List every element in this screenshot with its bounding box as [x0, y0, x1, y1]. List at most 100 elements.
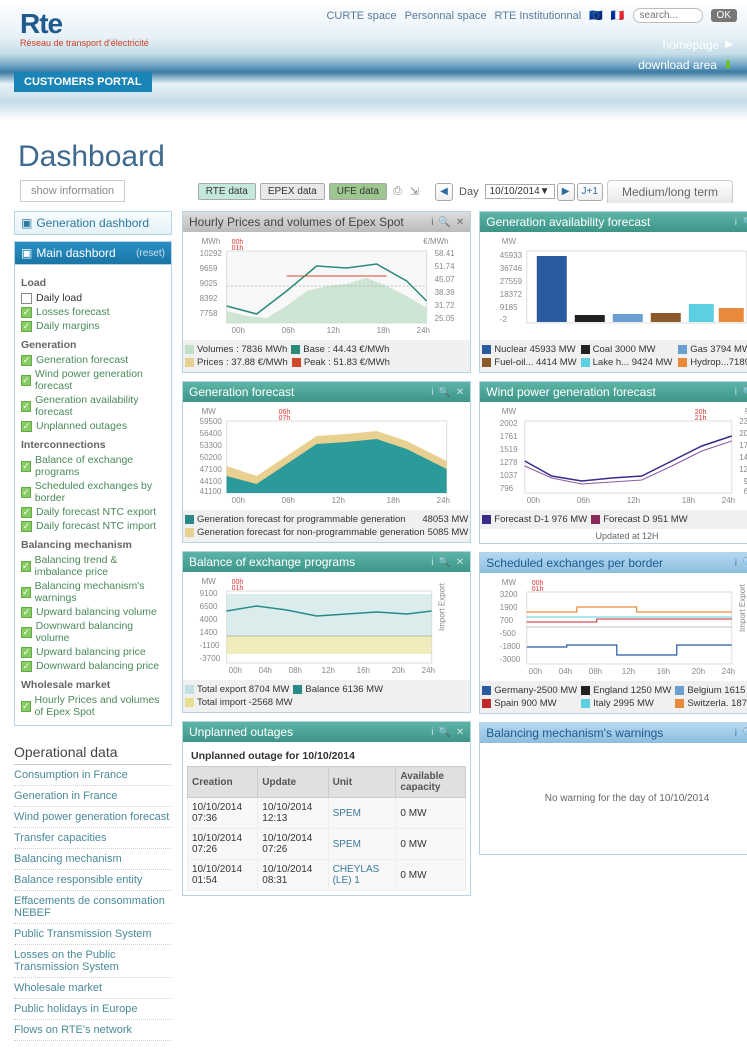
info-icon[interactable]: i — [735, 217, 737, 228]
table-header[interactable]: Available capacity — [396, 767, 466, 798]
logo[interactable]: Rte Réseau de transport d'électricité — [20, 8, 149, 48]
customers-portal-badge[interactable]: CUSTOMERS PORTAL — [14, 72, 152, 92]
info-icon[interactable]: i — [431, 387, 433, 398]
sidebar-item[interactable]: ✓Upward balancing volume — [21, 605, 165, 619]
operational-data-link[interactable]: Transfer capacities — [14, 828, 172, 849]
operational-data-link[interactable]: Effacements de consommation NEBEF — [14, 891, 172, 924]
sidebar-item[interactable]: ✓Daily margins — [21, 319, 165, 333]
reset-button[interactable]: (reset) — [136, 248, 165, 259]
operational-data-link[interactable]: Generation in France — [14, 786, 172, 807]
medium-long-term-tab[interactable]: Medium/long term — [607, 180, 733, 203]
print-icon[interactable]: ⎙ — [391, 185, 404, 198]
search-input[interactable] — [633, 8, 703, 23]
sidebar-item[interactable]: ✓Downward balancing price — [21, 659, 165, 673]
operational-data-link[interactable]: Wind power generation forecast — [14, 807, 172, 828]
svg-text:8392: 8392 — [200, 294, 218, 303]
zoom-icon[interactable]: 🔍 — [742, 387, 747, 398]
svg-text:45.07: 45.07 — [435, 275, 456, 284]
svg-text:06h: 06h — [577, 496, 590, 505]
svg-text:24h: 24h — [722, 496, 735, 505]
sidebar-item[interactable]: ✓Balancing mechanism's warnings — [21, 579, 165, 605]
legend-item: Balance 6136 MW — [293, 684, 383, 695]
zoom-icon[interactable]: 🔍 — [438, 217, 450, 228]
show-information-button[interactable]: show information — [20, 180, 125, 202]
rte-data-pill[interactable]: RTE data — [198, 183, 256, 200]
nav-personal[interactable]: Personnal space — [405, 10, 487, 22]
sidebar-item[interactable]: ✓Hourly Prices and volumes of Epex Spot — [21, 693, 165, 719]
sidebar-item[interactable]: ✓Scheduled exchanges by border — [21, 479, 165, 505]
zoom-icon[interactable]: 🔍 — [438, 387, 450, 398]
zoom-icon[interactable]: 🔍 — [742, 217, 747, 228]
sidebar-item[interactable]: ✓Balance of exchange programs — [21, 453, 165, 479]
date-select[interactable]: 10/10/2014 ▼ — [485, 184, 555, 199]
flag-eu-icon[interactable]: 🇪🇺 — [589, 9, 603, 22]
operational-data-link[interactable]: Balance responsible entity — [14, 870, 172, 891]
table-row[interactable]: 10/10/2014 01:5410/10/2014 08:31CHEYLAS … — [188, 860, 466, 891]
flag-fr-icon[interactable]: 🇫🇷 — [611, 9, 625, 22]
table-header[interactable]: Unit — [328, 767, 396, 798]
legend-item: Switzerla. 1876 MW — [675, 698, 747, 709]
nav-curte[interactable]: CURTE space — [326, 10, 396, 22]
arrow-down-icon: ⬇ — [723, 55, 733, 75]
sidebar-item[interactable]: ✓Daily forecast NTC import — [21, 519, 165, 533]
svg-text:18h: 18h — [377, 326, 390, 335]
operational-data-link[interactable]: Balancing mechanism — [14, 849, 172, 870]
table-row[interactable]: 10/10/2014 07:3610/10/2014 12:13SPEM0 MW — [188, 798, 466, 829]
operational-data-link[interactable]: Wholesale market — [14, 978, 172, 999]
sidebar-item[interactable]: ✓Upward balancing price — [21, 645, 165, 659]
info-icon[interactable]: i — [431, 727, 433, 738]
operational-data-link[interactable]: Flows on RTE's network — [14, 1020, 172, 1041]
operational-data-link[interactable]: Public Transmission System — [14, 924, 172, 945]
zoom-icon[interactable]: 🔍 — [742, 728, 747, 739]
sidebar-item[interactable]: Daily load — [21, 291, 165, 305]
ufe-data-pill[interactable]: UFE data — [329, 183, 387, 200]
zoom-icon[interactable]: 🔍 — [742, 558, 747, 569]
search-ok-button[interactable]: OK — [711, 9, 737, 22]
main-dashboard-header[interactable]: ▣ Main dashbord (reset) — [14, 241, 172, 265]
sidebar-item[interactable]: ✓Generation availability forecast — [21, 393, 165, 419]
info-icon[interactable]: i — [431, 217, 433, 228]
legend-item: Volumes : 7836 MWh — [185, 344, 287, 355]
info-icon[interactable]: i — [735, 558, 737, 569]
legend-item: Generation forecast for non-programmable… — [185, 527, 468, 538]
svg-text:00h: 00h — [232, 496, 245, 505]
svg-text:700: 700 — [500, 616, 514, 625]
operational-data-link[interactable]: Consumption in France — [14, 765, 172, 786]
homepage-link[interactable]: homepage — [663, 35, 720, 55]
table-header[interactable]: Update — [258, 767, 328, 798]
close-icon[interactable]: ✕ — [456, 557, 464, 568]
prev-day-button[interactable]: ◀ — [435, 183, 453, 201]
zoom-icon[interactable]: 🔍 — [438, 727, 450, 738]
info-icon[interactable]: i — [735, 387, 737, 398]
close-icon[interactable]: ✕ — [456, 387, 464, 398]
nav-institutional[interactable]: RTE Institutionnal — [495, 10, 582, 22]
table-header[interactable]: Creation — [188, 767, 258, 798]
j1-button[interactable]: J+1 — [577, 183, 603, 201]
export-icon[interactable]: ⇲ — [408, 185, 421, 198]
sidebar-item[interactable]: ✓Unplanned outages — [21, 419, 165, 433]
close-icon[interactable]: ✕ — [456, 217, 464, 228]
zoom-icon[interactable]: 🔍 — [438, 557, 450, 568]
next-day-button[interactable]: ▶ — [557, 183, 575, 201]
checkbox-icon: ✓ — [21, 461, 31, 472]
svg-text:1037: 1037 — [500, 471, 518, 480]
sidebar-item[interactable]: ✓Downward balancing volume — [21, 619, 165, 645]
checkbox-icon: ✓ — [21, 561, 31, 572]
info-icon[interactable]: i — [735, 728, 737, 739]
close-icon[interactable]: ✕ — [456, 727, 464, 738]
sidebar-item[interactable]: ✓Losses forecast — [21, 305, 165, 319]
sidebar-item[interactable]: ✓Balancing trend & imbalance price — [21, 553, 165, 579]
legend-item: Gas 3794 MW — [678, 344, 747, 355]
sidebar-item[interactable]: ✓Generation forecast — [21, 353, 165, 367]
svg-text:06h: 06h — [282, 496, 295, 505]
operational-data-link[interactable]: Losses on the Public Transmission System — [14, 945, 172, 978]
operational-data-link[interactable]: Public holidays in Europe — [14, 999, 172, 1020]
sidebar-item[interactable]: ✓Wind power generation forecast — [21, 367, 165, 393]
info-icon[interactable]: i — [431, 557, 433, 568]
wind-chart: MW% 20h21h 20021761151912781037796 23.52… — [484, 406, 747, 506]
download-area-link[interactable]: download area — [638, 55, 717, 75]
sidebar-item[interactable]: ✓Daily forecast NTC export — [21, 505, 165, 519]
epex-data-pill[interactable]: EPEX data — [260, 183, 325, 200]
generation-dashboard-header[interactable]: ▣ Generation dashbord — [14, 211, 172, 235]
table-row[interactable]: 10/10/2014 07:2610/10/2014 07:26SPEM0 MW — [188, 829, 466, 860]
